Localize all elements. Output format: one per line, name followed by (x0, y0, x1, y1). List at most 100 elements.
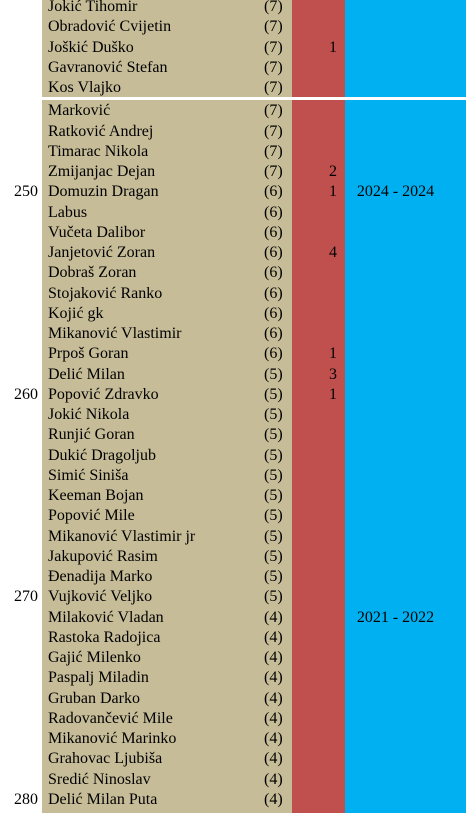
points-cell: (4) (264, 608, 283, 626)
points-cell: (4) (264, 649, 283, 666)
points-cell: (5) (264, 365, 283, 383)
count-cell: 4 (329, 244, 337, 261)
name-cell: Jakupović Rasim (48, 547, 158, 565)
name-cell: Mikanović Vlastimir (48, 325, 182, 342)
table-row: Gavranović Stefan (7) (0, 58, 466, 78)
points-cell: (7) (264, 38, 283, 56)
name-cell: Simić Siniša (48, 466, 129, 484)
table-row: 250 Domuzin Dragan (6) 1 2024 - 2024 (0, 182, 466, 202)
years-column-background (345, 0, 466, 813)
points-cell: (7) (264, 79, 283, 96)
points-cell: (6) (264, 284, 283, 302)
count-cell: 1 (329, 183, 337, 201)
years-cell: 2021 - 2022 (356, 608, 435, 626)
name-cell: Domuzin Dragan (48, 183, 159, 201)
table-row: Popović Mile (5) (0, 506, 466, 526)
table-row: Prpoš Goran (6) 1 (0, 344, 466, 364)
name-cell: Keeman Bojan (48, 487, 144, 504)
table-row: Jokić Nikola (5) (0, 405, 466, 425)
table-row: Runjić Goran (5) (0, 425, 466, 445)
name-cell: Dukić Dragoljub (48, 446, 156, 464)
name-cell: Labus (48, 203, 88, 221)
name-cell: Vučeta Dalibor (48, 223, 146, 241)
points-cell: (6) (264, 304, 283, 322)
years-cell: 2024 - 2024 (356, 183, 435, 201)
name-cell: Stojaković Ranko (48, 284, 163, 302)
points-cell: (4) (264, 689, 283, 707)
table-row: Rastoka Radojica (4) (0, 628, 466, 648)
name-cell: Grahovac Ljubiša (48, 750, 163, 768)
points-cell: (5) (264, 588, 283, 606)
table-row: Joškić Duško (7) 1 (0, 38, 466, 58)
points-cell: (6) (264, 325, 283, 342)
name-cell: Delić Milan Puta (48, 790, 158, 808)
name-cell: Mikanović Vlastimir jr (48, 527, 196, 545)
name-cell: Ratković Andrej (48, 122, 154, 140)
name-cell: Janjetović Zoran (48, 244, 156, 261)
table-row: 280 Delić Milan Puta (4) (0, 790, 466, 810)
name-cell: Jokić Nikola (48, 406, 130, 423)
table-row: Keeman Bojan (5) (0, 486, 466, 506)
points-cell: (5) (264, 527, 283, 545)
table-row: Dobraš Zoran (6) (0, 263, 466, 283)
points-cell: (4) (264, 628, 283, 646)
name-cell: Delić Milan (48, 365, 125, 383)
name-cell: Paspalj Miladin (48, 669, 149, 687)
name-cell: Gavranović Stefan (48, 58, 168, 76)
points-cell: (5) (264, 507, 283, 525)
table-row: Radovančević Mile (4) (0, 709, 466, 729)
points-cell: (7) (264, 102, 283, 120)
points-cell: (6) (264, 183, 283, 201)
table-row: Jakupović Rasim (5) (0, 547, 466, 567)
rank-cell: 260 (14, 385, 38, 403)
points-cell: (5) (264, 426, 283, 444)
name-cell: Popović Mile (48, 507, 135, 525)
points-cell: (5) (264, 446, 283, 464)
points-cell: (6) (264, 223, 283, 241)
name-cell: Mikanović Marinko (48, 730, 177, 747)
table-row: Jokić Tihomir (7) (0, 0, 466, 17)
name-cell: Kos Vlajko (48, 79, 122, 96)
name-cell: Gajić Milenko (48, 649, 141, 666)
table-row: Ratković Andrej (7) (0, 122, 466, 142)
count-cell: 1 (329, 38, 337, 56)
points-cell: (4) (264, 790, 283, 808)
points-cell: (7) (264, 18, 283, 36)
points-cell: (7) (264, 163, 283, 180)
table-row: Mikanović Vlastimir jr (5) (0, 527, 466, 547)
points-cell: (5) (264, 385, 283, 403)
name-cell: Dobraš Zoran (48, 264, 137, 282)
points-cell: (4) (264, 750, 283, 768)
table-row: Stojaković Ranko (6) (0, 284, 466, 304)
table-row: Obradović Cvijetin (7) (0, 17, 466, 37)
name-cell: Kojić gk (48, 304, 104, 322)
rank-cell: 270 (14, 588, 38, 606)
points-cell: (7) (264, 142, 283, 160)
table-row: Grahovac Ljubiša (4) (0, 749, 466, 769)
table-row: Simić Siniša (5) (0, 466, 466, 486)
points-cell: (4) (264, 669, 283, 687)
table-row: 270 Vujković Veljko (5) (0, 587, 466, 607)
name-cell: Milaković Vladan (48, 608, 164, 626)
table-row: Janjetović Zoran (6) 4 (0, 243, 466, 263)
name-cell: Rastoka Radojica (48, 628, 161, 646)
points-cell: (6) (264, 264, 283, 282)
points-cell: (6) (264, 203, 283, 221)
table-row: Dukić Dragoljub (5) (0, 446, 466, 466)
name-cell: Đenadija Marko (48, 568, 153, 585)
name-cell: Joškić Duško (48, 38, 134, 56)
points-cell: (5) (264, 406, 283, 423)
points-cell: (7) (264, 122, 283, 140)
points-cell: (5) (264, 568, 283, 585)
table-row: Vučeta Dalibor (6) (0, 223, 466, 243)
points-cell: (5) (264, 487, 283, 504)
rank-cell: 250 (14, 183, 38, 201)
count-cell: 1 (329, 345, 337, 363)
table-row: Kojić gk (6) (0, 304, 466, 324)
name-cell: Prpoš Goran (48, 345, 129, 363)
table-row: Delić Milan (5) 3 (0, 365, 466, 385)
points-cell: (4) (264, 730, 283, 747)
count-cell: 1 (329, 385, 337, 403)
table-row: Marković (7) (0, 101, 466, 121)
